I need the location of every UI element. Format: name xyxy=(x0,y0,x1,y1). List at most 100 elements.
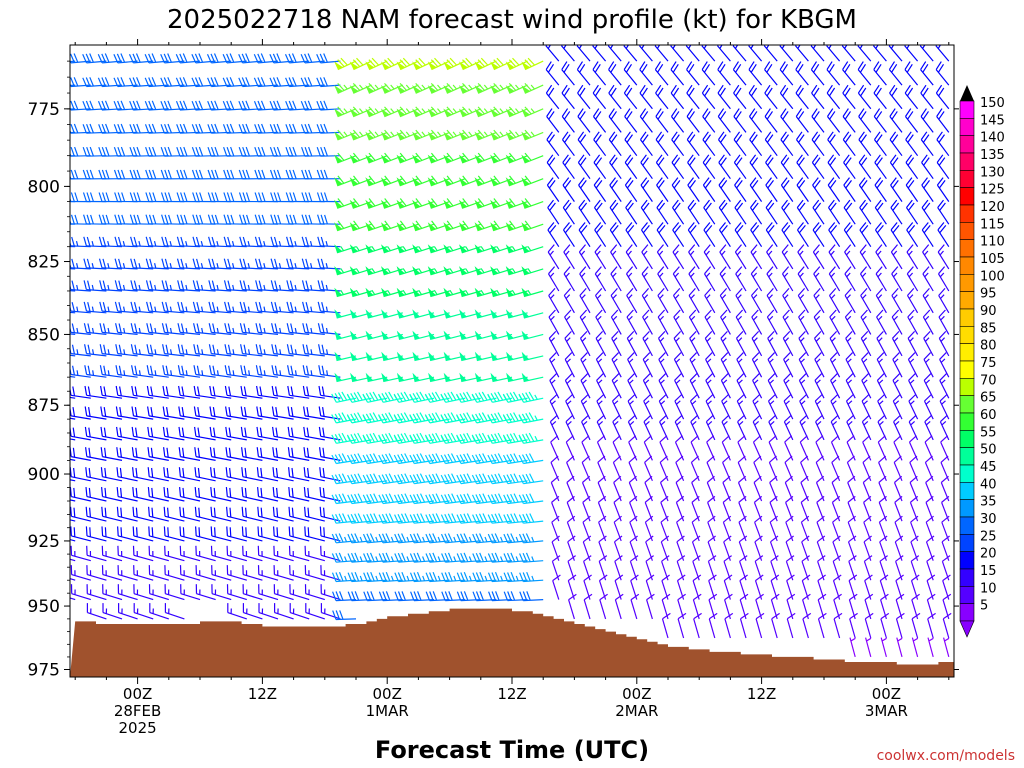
wind-barb xyxy=(378,571,403,583)
wind-barb xyxy=(765,199,778,225)
colorbar-label: 40 xyxy=(980,477,997,492)
wind-barb xyxy=(100,467,123,482)
wind-barb xyxy=(704,288,716,314)
wind-barb xyxy=(689,330,700,357)
wind-barb xyxy=(703,199,716,225)
wind-barb xyxy=(210,506,232,522)
wind-barb xyxy=(639,61,653,86)
wind-barb xyxy=(146,385,169,399)
wind-barb xyxy=(194,426,216,441)
wind-barb xyxy=(286,301,310,314)
colorbar-label: 65 xyxy=(980,391,997,406)
y-tick-label: 925 xyxy=(28,532,60,552)
wind-barb xyxy=(861,414,872,441)
wind-barb xyxy=(595,330,607,357)
wind-barb xyxy=(179,565,201,581)
wind-barb xyxy=(873,108,887,133)
wind-barb xyxy=(487,493,513,505)
wind-barb xyxy=(781,244,794,270)
wind-barb xyxy=(518,533,544,544)
wind-barb xyxy=(490,82,513,94)
wind-barb xyxy=(425,533,450,544)
wind-barb xyxy=(70,60,76,63)
wind-barb xyxy=(865,637,872,658)
wind-barb xyxy=(708,593,718,620)
wind-barb xyxy=(425,493,450,505)
wind-barb xyxy=(456,493,481,505)
wind-barb xyxy=(192,301,216,314)
wind-barb xyxy=(83,236,107,248)
wind-barb xyxy=(549,414,560,441)
wind-barb xyxy=(766,244,778,270)
wind-barb xyxy=(380,82,404,94)
wind-barb xyxy=(705,352,716,378)
wind-barb xyxy=(640,199,653,225)
wind-barb xyxy=(764,61,778,86)
wind-barb xyxy=(935,45,950,62)
wind-barb xyxy=(441,571,466,583)
wind-barb xyxy=(394,552,419,563)
wind-barb xyxy=(285,123,310,134)
wind-barb xyxy=(334,106,357,118)
wind-barb xyxy=(798,373,809,399)
wind-barb xyxy=(144,53,169,64)
wind-barb xyxy=(655,84,669,110)
wind-barb xyxy=(302,301,325,314)
wind-barb xyxy=(920,61,934,86)
wind-barb xyxy=(70,323,91,335)
wind-barb xyxy=(133,584,154,601)
colorbar-label: 20 xyxy=(980,547,997,562)
wind-barb xyxy=(443,106,466,118)
wind-barb xyxy=(70,526,91,542)
x-tick-label: 00Z xyxy=(123,685,152,703)
wind-barb xyxy=(163,467,185,482)
wind-barb xyxy=(577,131,591,157)
wind-barb xyxy=(780,108,794,133)
wind-barb xyxy=(117,603,138,620)
wind-barb xyxy=(689,352,700,378)
wind-barb xyxy=(349,152,372,164)
wind-barb xyxy=(180,584,201,601)
wind-barb xyxy=(656,244,669,270)
wind-barb xyxy=(115,323,138,335)
wind-barb xyxy=(562,131,575,157)
wind-barb xyxy=(880,593,889,620)
wind-barb xyxy=(889,154,903,180)
wind-barb xyxy=(347,571,372,583)
wind-barb xyxy=(936,108,950,133)
plot-area xyxy=(70,45,954,677)
wind-barb xyxy=(755,593,764,620)
wind-barb xyxy=(521,106,544,118)
wind-barb xyxy=(938,309,950,335)
wind-barb xyxy=(895,593,905,620)
wind-barb xyxy=(627,352,638,378)
wind-barb xyxy=(193,406,216,420)
wind-barb xyxy=(131,385,154,399)
wind-barb xyxy=(843,199,856,225)
wind-barb xyxy=(410,591,435,602)
wind-barb xyxy=(98,236,123,248)
wind-barb xyxy=(178,467,201,482)
wind-barb xyxy=(396,152,419,164)
wind-barb xyxy=(639,84,653,110)
wind-barb xyxy=(409,571,435,583)
wind-barb xyxy=(581,414,591,441)
wind-barb xyxy=(503,591,528,602)
wind-barb xyxy=(580,352,591,378)
wind-barb xyxy=(301,192,325,203)
wind-barb xyxy=(659,414,669,441)
wind-barb xyxy=(672,244,685,270)
colorbar-label: 95 xyxy=(980,287,997,302)
wind-barb xyxy=(689,394,700,420)
wind-barb xyxy=(320,545,341,562)
wind-barb xyxy=(425,571,450,583)
wind-barb xyxy=(316,53,341,64)
wind-barb xyxy=(209,426,232,441)
wind-barb xyxy=(521,266,544,276)
wind-barb xyxy=(130,280,154,292)
wind-barb xyxy=(702,154,716,180)
wind-barb xyxy=(99,280,123,292)
wind-barb xyxy=(521,287,544,298)
wind-barb xyxy=(113,53,138,64)
wind-barb xyxy=(114,301,138,314)
